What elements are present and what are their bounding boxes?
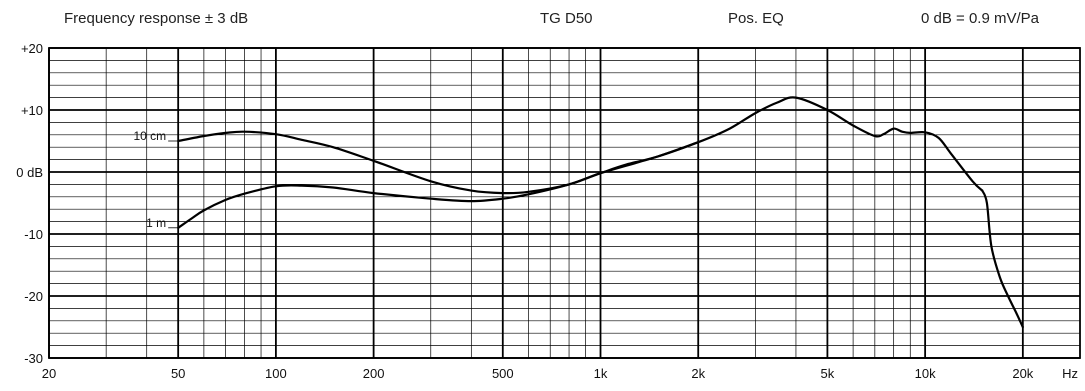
y-tick-label: -10 — [24, 227, 43, 242]
grid — [48, 47, 1081, 359]
x-tick-label: 1k — [594, 366, 608, 381]
y-tick-label: -30 — [24, 351, 43, 366]
y-tick-label: 0 dB — [16, 165, 43, 180]
x-tick-label: 100 — [265, 366, 287, 381]
y-tick-label: +10 — [21, 103, 43, 118]
x-unit-label: Hz — [1062, 366, 1078, 381]
series-label-1-m: 1 m — [146, 216, 166, 230]
plot-frame — [48, 47, 1081, 359]
x-tick-label: 2k — [691, 366, 705, 381]
series-curves — [177, 96, 1024, 329]
series-line-hf-rolloff — [981, 189, 1024, 329]
eq-label: Pos. EQ — [728, 10, 784, 27]
y-tick-label: +20 — [21, 41, 43, 56]
model-label: TG D50 — [540, 10, 593, 27]
x-tick-label: 500 — [492, 366, 514, 381]
series-label-10-cm: 10 cm — [133, 129, 166, 143]
chart-title: Frequency response ± 3 dB — [64, 10, 249, 27]
curve-labels: 10 cm 1 m — [133, 129, 178, 230]
series-line-10-cm — [177, 96, 984, 195]
sensitivity-label: 0 dB = 0.9 mV/Pa — [921, 10, 1039, 27]
x-tick-label: 10k — [915, 366, 936, 381]
x-tick-label: 5k — [821, 366, 835, 381]
x-tick-label: 200 — [363, 366, 385, 381]
x-tick-label: 50 — [171, 366, 185, 381]
x-tick-label: 20 — [42, 366, 56, 381]
y-tick-label: -20 — [24, 289, 43, 304]
series-line-1-m — [177, 141, 700, 229]
x-tick-label: 20k — [1012, 366, 1033, 381]
